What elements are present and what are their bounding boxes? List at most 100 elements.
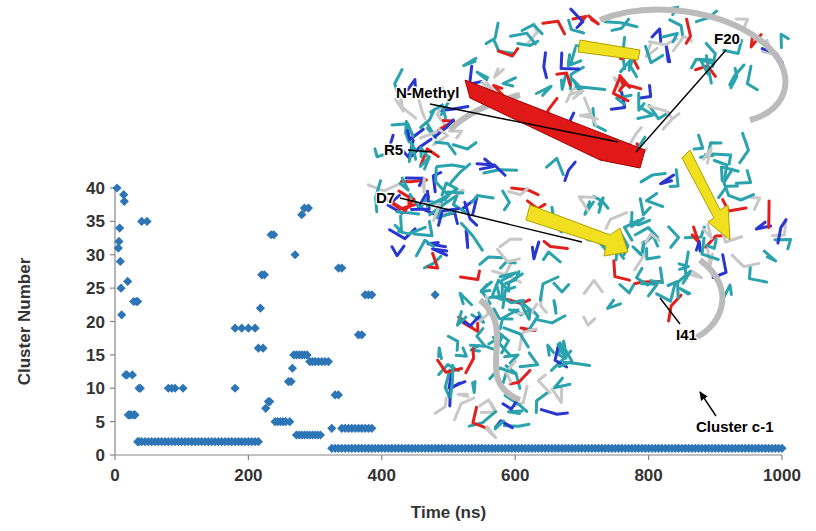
bond — [436, 168, 446, 192]
point — [285, 417, 294, 426]
bond — [504, 328, 528, 347]
bond — [496, 421, 513, 428]
point — [136, 384, 145, 393]
bond — [451, 365, 453, 397]
point — [254, 437, 263, 446]
bond — [416, 240, 433, 256]
point — [357, 330, 366, 339]
bond — [409, 144, 415, 161]
bond — [641, 173, 665, 182]
y-tick — [110, 454, 115, 455]
bond — [435, 398, 446, 413]
bond — [400, 178, 408, 190]
y-tick-label: 5 — [96, 413, 105, 432]
bond — [554, 283, 569, 292]
point — [324, 357, 333, 366]
coil — [480, 300, 520, 400]
bond — [502, 297, 523, 302]
bond — [509, 274, 523, 291]
annotation-line — [408, 150, 432, 152]
bond — [540, 277, 558, 300]
bond — [554, 301, 556, 314]
sheet-ribbon — [682, 150, 730, 240]
bond — [437, 165, 464, 167]
bond — [461, 223, 482, 250]
bond — [630, 128, 641, 145]
bond — [579, 197, 594, 211]
y-tick-label: 40 — [86, 179, 105, 198]
bond — [640, 85, 650, 98]
x-tick-label: 1000 — [763, 466, 801, 485]
y-tick-label: 30 — [86, 246, 105, 265]
point — [334, 390, 343, 399]
bond — [461, 271, 480, 280]
sheet-ribbon — [526, 205, 628, 256]
bond — [557, 73, 570, 85]
helix-ribbon — [465, 80, 645, 168]
bond — [392, 124, 413, 136]
bond — [480, 257, 503, 264]
point — [288, 364, 297, 373]
bond — [495, 69, 504, 77]
bond — [456, 348, 466, 356]
bond — [569, 91, 583, 99]
y-tick-label: 25 — [86, 279, 105, 298]
bond — [421, 148, 429, 158]
y-tick-label: 10 — [86, 379, 105, 398]
bond — [464, 58, 476, 65]
bond — [663, 114, 679, 130]
annotation-label: F20 — [714, 30, 740, 47]
bond — [453, 143, 476, 149]
bond — [584, 317, 595, 325]
bond — [457, 312, 466, 326]
bond — [470, 66, 481, 84]
x-tick-label: 200 — [234, 466, 262, 485]
bond — [635, 243, 644, 270]
y-tick-label: 20 — [86, 313, 105, 332]
point — [290, 250, 299, 259]
x-tick-label: 600 — [501, 466, 529, 485]
y-axis-title: Cluster Number — [15, 257, 34, 385]
bond — [651, 268, 663, 283]
bond — [427, 189, 457, 206]
bond — [455, 398, 474, 420]
bond — [458, 394, 468, 396]
axes: 051015202530354002004006008001000 — [86, 179, 801, 485]
annotation-line — [430, 104, 618, 142]
bond — [647, 249, 660, 260]
bond — [652, 29, 661, 41]
bond — [704, 148, 712, 163]
point — [337, 264, 346, 273]
bond — [451, 164, 470, 182]
bond — [493, 280, 508, 295]
point — [260, 270, 269, 279]
bond — [584, 280, 602, 293]
annotation-line — [400, 198, 582, 242]
x-axis-line — [115, 454, 782, 455]
bond — [495, 421, 503, 429]
y-tick — [110, 288, 115, 289]
bond — [657, 284, 675, 301]
bond — [449, 131, 461, 138]
bond — [764, 251, 775, 261]
bond — [509, 411, 523, 413]
bond — [477, 329, 485, 346]
points — [112, 183, 786, 453]
x-tick — [648, 455, 649, 460]
bond — [614, 261, 630, 280]
bond — [558, 343, 566, 359]
bond — [781, 34, 788, 47]
point — [128, 370, 137, 379]
point — [117, 310, 126, 319]
x-tick — [781, 455, 782, 460]
bond — [642, 242, 644, 253]
bond — [480, 400, 496, 412]
point — [258, 344, 267, 353]
x-tick-label: 400 — [368, 466, 396, 485]
bond — [521, 304, 530, 320]
annotation-label: Cluster c-1 — [696, 418, 774, 435]
bond — [448, 336, 458, 350]
chart: 051015202530354002004006008001000Time (n… — [0, 0, 816, 531]
y-tick — [110, 388, 115, 389]
bond — [392, 246, 404, 256]
